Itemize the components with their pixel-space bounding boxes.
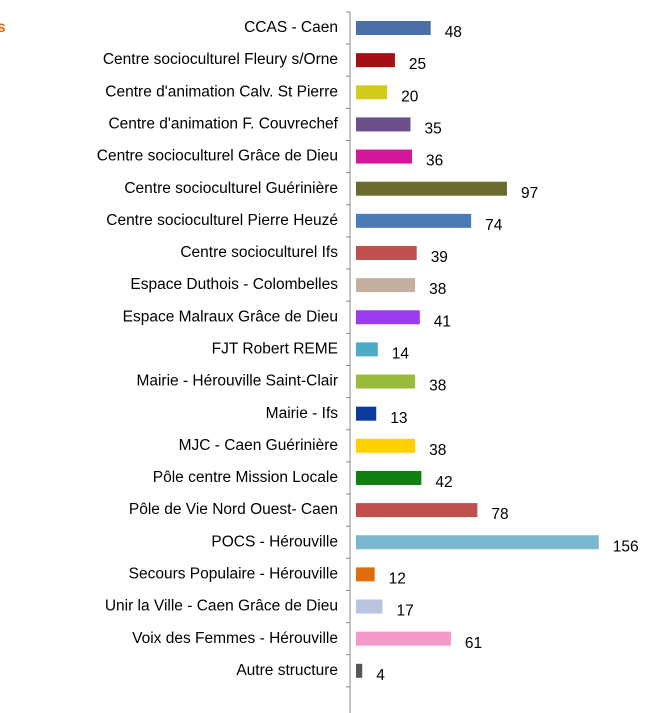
category-label: Espace Malraux Grâce de Dieu (123, 308, 338, 325)
category-label: Mairie - Ifs (266, 405, 339, 422)
bar (356, 631, 451, 646)
bar (356, 470, 422, 485)
bar (356, 342, 378, 357)
value-label: 25 (409, 56, 426, 73)
value-label: 35 (424, 121, 441, 138)
chart-title: s (0, 19, 6, 36)
bar (356, 181, 507, 196)
category-label: CCAS - Caen (244, 19, 338, 36)
category-label: MJC - Caen Guérinière (179, 437, 338, 454)
value-label: 38 (429, 281, 446, 298)
bar (356, 149, 413, 164)
bar (356, 21, 431, 35)
category-label: Pôle de Vie Nord Ouest- Caen (129, 501, 338, 518)
category-label: Centre socioculturel Fleury s/Orne (103, 51, 338, 68)
value-label: 48 (445, 24, 462, 41)
value-label: 4 (376, 667, 385, 684)
bar (356, 503, 478, 518)
category-label: Voix des Femmes - Hérouville (132, 630, 338, 647)
value-label: 41 (434, 313, 451, 330)
category-label: Secours Populaire - Hérouville (129, 565, 338, 582)
bar (356, 213, 472, 228)
category-label: Centre socioculturel Ifs (180, 244, 338, 261)
bar (356, 438, 416, 453)
bar (356, 374, 416, 389)
category-label: Centre socioculturel Grâce de Dieu (97, 148, 338, 165)
bar (356, 278, 416, 293)
bar (356, 406, 377, 421)
value-label: 39 (431, 249, 448, 266)
category-label: FJT Robert REME (212, 340, 338, 357)
bar (356, 245, 417, 260)
bar (356, 599, 383, 614)
bar (356, 663, 363, 678)
value-label: 38 (429, 378, 446, 395)
category-label: Autre structure (236, 662, 338, 679)
bar (356, 567, 375, 582)
bar (356, 85, 388, 100)
value-label: 78 (491, 506, 508, 523)
category-label: Unir la Ville - Caen Grâce de Dieu (105, 598, 338, 615)
value-label: 97 (521, 185, 538, 202)
bar (356, 535, 599, 550)
value-label: 38 (429, 442, 446, 459)
bar (356, 117, 411, 132)
bar (356, 310, 420, 325)
value-label: 36 (426, 153, 443, 170)
value-label: 12 (389, 570, 406, 587)
category-label: Espace Duthois - Colombelles (130, 276, 338, 293)
category-label: POCS - Hérouville (211, 533, 338, 550)
value-label: 13 (390, 410, 407, 427)
category-label: Centre d'animation Calv. St Pierre (105, 83, 338, 100)
value-label: 17 (396, 603, 413, 620)
value-label: 20 (401, 88, 419, 105)
bar (356, 53, 395, 68)
category-label: Mairie - Hérouville Saint-Clair (136, 373, 338, 390)
category-label: Centre d'animation F. Couvrechef (108, 116, 338, 133)
category-label: Pôle centre Mission Locale (153, 469, 338, 486)
value-label: 74 (485, 217, 503, 234)
value-label: 14 (392, 345, 410, 362)
category-label: Centre socioculturel Guérinière (124, 180, 338, 197)
value-label: 61 (465, 635, 482, 652)
category-label: Centre socioculturel Pierre Heuzé (106, 212, 338, 229)
value-label: 42 (435, 474, 452, 491)
value-label: 156 (613, 538, 639, 555)
